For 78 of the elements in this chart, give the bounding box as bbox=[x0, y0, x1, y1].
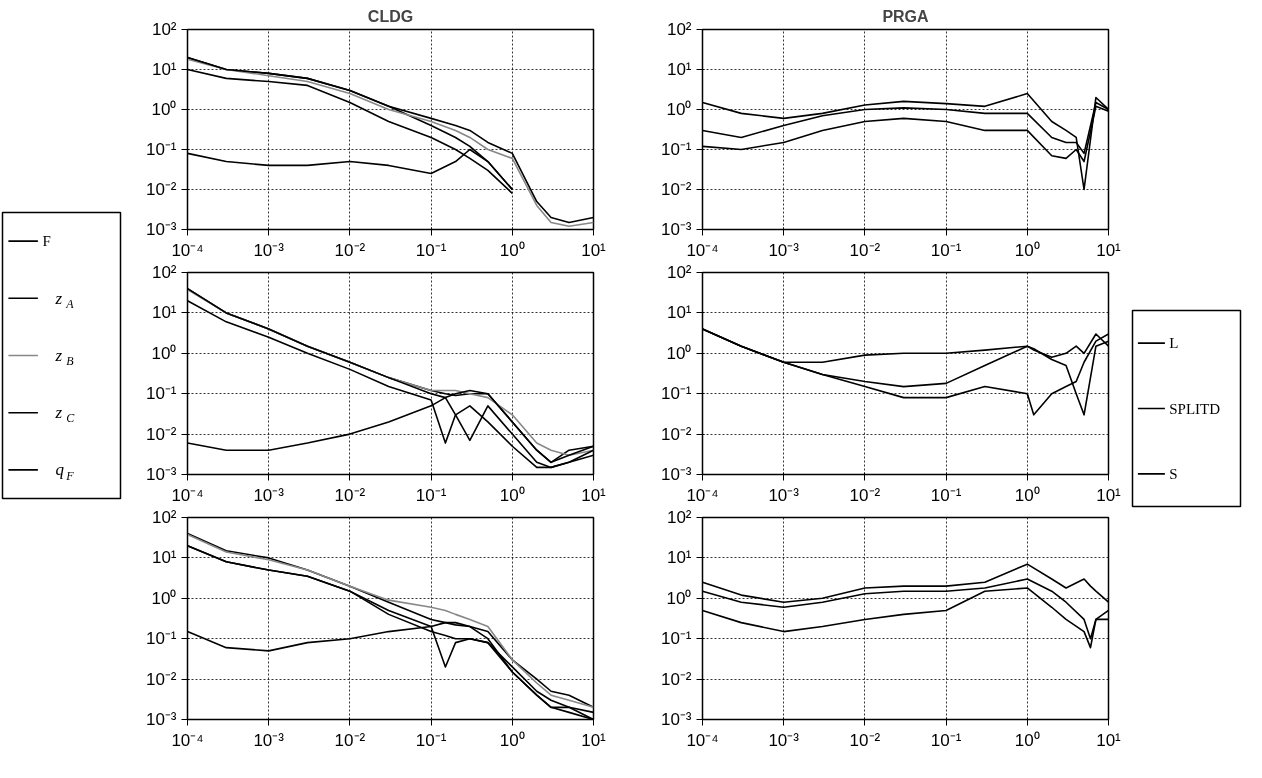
x-tick-label: 10¹ bbox=[1096, 485, 1122, 505]
y-tick-label: 10⁻³ bbox=[145, 465, 177, 484]
x-tick-label: 10⁻⁴ bbox=[686, 730, 719, 750]
y-tick-label: 10⁻³ bbox=[660, 465, 692, 484]
x-tick-label: 10⁻¹ bbox=[930, 485, 962, 505]
y-tick-label: 10⁻² bbox=[145, 669, 177, 689]
x-tick-label: 10¹ bbox=[581, 730, 607, 750]
y-tick-label: 10⁻² bbox=[145, 180, 177, 199]
legend-label: S bbox=[1169, 465, 1178, 482]
x-tick-label: 10⁻² bbox=[849, 240, 881, 260]
y-tick-label: 10¹ bbox=[151, 548, 177, 568]
x-tick-label: 10⁻² bbox=[334, 730, 366, 750]
x-tick-label: 10⁻³ bbox=[768, 240, 800, 260]
y-tick-label: 10¹ bbox=[151, 303, 177, 323]
x-tick-label: 10⁻³ bbox=[253, 240, 285, 260]
chart-title: PRGA bbox=[882, 7, 930, 25]
x-tick-label: 10⁰ bbox=[499, 730, 525, 750]
y-tick-label: 10⁻² bbox=[660, 424, 692, 444]
x-tick-label: 10⁻² bbox=[334, 485, 366, 505]
x-tick-label: 10⁻³ bbox=[253, 730, 285, 750]
x-tick-label: 10⁰ bbox=[1014, 730, 1040, 750]
y-tick-label: 10¹ bbox=[151, 60, 177, 79]
x-tick-label: 10⁻⁴ bbox=[171, 485, 204, 505]
y-tick-label: 10¹ bbox=[666, 548, 692, 568]
y-tick-label: 10⁻² bbox=[660, 669, 692, 689]
x-tick-label: 10¹ bbox=[581, 240, 607, 260]
y-tick-label: 10¹ bbox=[666, 60, 692, 79]
x-tick-label: 10¹ bbox=[581, 485, 607, 505]
y-tick-label: 10⁻² bbox=[660, 180, 692, 199]
x-tick-label: 10⁻² bbox=[849, 730, 881, 750]
y-tick-label: 10² bbox=[666, 20, 692, 39]
y-tick-label: 10⁰ bbox=[151, 343, 177, 363]
y-tick-label: 10² bbox=[151, 508, 177, 527]
y-tick-label: 10² bbox=[151, 263, 177, 282]
y-tick-label: 10¹ bbox=[666, 303, 692, 323]
legend-label: SPLITD bbox=[1169, 400, 1221, 417]
y-tick-label: 10⁻³ bbox=[145, 220, 177, 239]
x-tick-label: 10⁰ bbox=[499, 485, 525, 505]
x-tick-label: 10⁻³ bbox=[768, 730, 800, 750]
x-tick-label: 10⁻¹ bbox=[415, 485, 447, 505]
legend-label: F bbox=[42, 233, 51, 250]
y-tick-label: 10⁰ bbox=[151, 100, 177, 119]
x-tick-label: 10⁻¹ bbox=[415, 730, 447, 750]
x-tick-label: 10⁰ bbox=[1014, 485, 1040, 505]
x-tick-label: 10⁻¹ bbox=[930, 240, 962, 260]
x-tick-label: 10⁻⁴ bbox=[686, 485, 719, 505]
y-tick-label: 10⁰ bbox=[666, 100, 692, 119]
y-tick-label: 10⁻¹ bbox=[660, 629, 692, 649]
x-tick-label: 10⁻² bbox=[849, 485, 881, 505]
y-tick-label: 10⁻³ bbox=[145, 710, 177, 729]
y-tick-label: 10⁻³ bbox=[660, 710, 692, 729]
y-tick-label: 10⁻¹ bbox=[660, 384, 692, 404]
y-tick-label: 10⁻³ bbox=[660, 220, 692, 239]
x-tick-label: 10⁻⁴ bbox=[686, 240, 719, 260]
x-tick-label: 10¹ bbox=[1096, 240, 1122, 260]
x-tick-label: 10⁰ bbox=[499, 240, 525, 260]
x-tick-label: 10⁰ bbox=[1014, 240, 1040, 260]
y-tick-label: 10⁰ bbox=[666, 588, 692, 608]
x-tick-label: 10⁻³ bbox=[768, 485, 800, 505]
x-tick-label: 10¹ bbox=[1096, 730, 1122, 750]
x-tick-label: 10⁻¹ bbox=[930, 730, 962, 750]
x-tick-label: 10⁻² bbox=[334, 240, 366, 260]
y-tick-label: 10² bbox=[666, 263, 692, 282]
y-tick-label: 10⁻¹ bbox=[145, 384, 177, 404]
y-tick-label: 10⁰ bbox=[151, 588, 177, 608]
x-tick-label: 10⁻³ bbox=[253, 485, 285, 505]
y-tick-label: 10⁻² bbox=[145, 424, 177, 444]
chart-title: CLDG bbox=[367, 7, 414, 25]
x-tick-label: 10⁻⁴ bbox=[171, 240, 204, 260]
y-tick-label: 10⁻¹ bbox=[660, 140, 692, 159]
legend-label: L bbox=[1169, 335, 1179, 352]
y-tick-label: 10⁻¹ bbox=[145, 140, 177, 159]
x-tick-label: 10⁻¹ bbox=[415, 240, 447, 260]
y-tick-label: 10² bbox=[666, 508, 692, 527]
x-tick-label: 10⁻⁴ bbox=[171, 730, 204, 750]
y-tick-label: 10⁰ bbox=[666, 343, 692, 363]
y-tick-label: 10⁻¹ bbox=[145, 629, 177, 649]
y-tick-label: 10² bbox=[151, 20, 177, 39]
